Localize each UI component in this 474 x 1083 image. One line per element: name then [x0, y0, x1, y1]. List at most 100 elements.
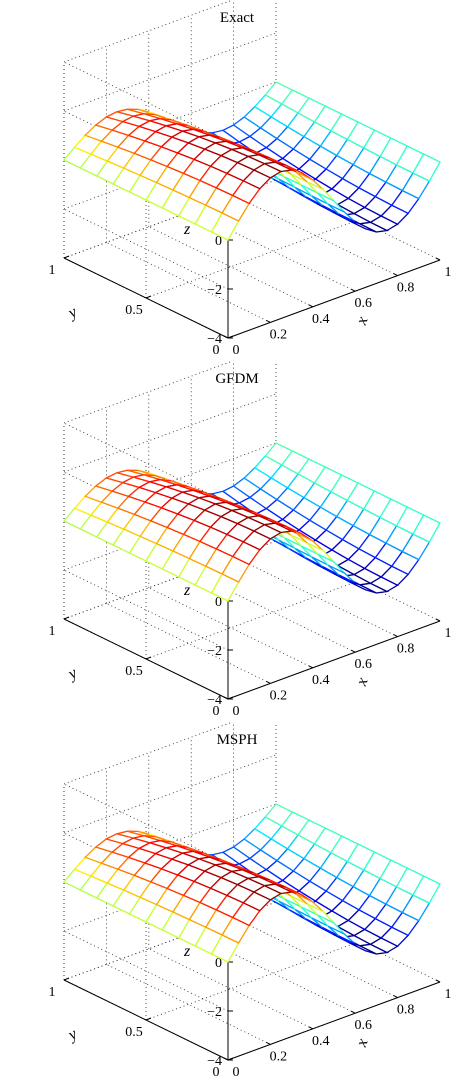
y-tick-mark	[145, 1017, 152, 1021]
x-tick-mark	[350, 1010, 356, 1014]
z-tick-label: −2	[207, 1005, 222, 1020]
x-tick-label: 0.6	[354, 1018, 372, 1033]
x-axis-line	[227, 981, 441, 1061]
gridline	[63, 0, 234, 63]
x-tick-label: 0.4	[312, 312, 330, 327]
x-axis-label: x	[353, 676, 372, 689]
x-axis-label: x	[353, 315, 372, 328]
x-tick-label: 0.8	[397, 281, 415, 296]
x-tick-mark	[435, 979, 441, 983]
gridline	[63, 832, 229, 914]
plot-title: MSPH	[216, 732, 258, 748]
x-tick-mark	[393, 995, 398, 999]
y-tick-label: 1	[49, 985, 56, 1000]
gridline	[63, 393, 277, 473]
gridline	[145, 219, 359, 299]
y-tick-mark	[227, 335, 234, 339]
gridline	[233, 195, 398, 276]
z-axis-label: z	[183, 943, 191, 960]
y-tick-label: 0.5	[125, 1025, 143, 1040]
x-tick-mark	[350, 649, 356, 653]
z-axis-label: z	[183, 221, 191, 238]
gridline	[63, 361, 234, 424]
x-tick-label: 0.4	[312, 673, 330, 688]
x-tick-label: 0	[233, 704, 240, 719]
gridline	[63, 754, 277, 834]
gridline	[145, 941, 359, 1021]
gridline	[63, 32, 277, 112]
y-tick-mark	[63, 977, 70, 981]
surface-mesh-cell	[412, 514, 441, 543]
x-tick-label: 0.6	[354, 657, 372, 672]
x-tick-label: 0.2	[270, 688, 288, 703]
y-tick-label: 1	[49, 624, 56, 639]
x-tick-mark	[350, 288, 356, 292]
gridline	[63, 471, 229, 553]
y-tick-label: 0.5	[125, 303, 143, 318]
x-tick-mark	[393, 273, 398, 277]
x-tick-label: 0	[233, 343, 240, 358]
x-axis-line	[227, 620, 441, 700]
x-tick-mark	[308, 1026, 314, 1030]
x-tick-mark	[223, 1057, 229, 1061]
gridline	[233, 917, 398, 998]
x-tick-label: 0.8	[397, 1003, 415, 1018]
z-tick-label: −4	[207, 693, 222, 708]
x-tick-label: 0.8	[397, 642, 415, 657]
gridline	[63, 783, 229, 865]
z-tick-label: −2	[207, 644, 222, 659]
gridline	[63, 422, 229, 504]
x-tick-label: 0	[233, 1065, 240, 1080]
y-tick-label: 0	[213, 343, 220, 358]
z-tick-label: 0	[215, 956, 222, 971]
y-tick-label: 0.5	[125, 664, 143, 679]
z-tick-label: −2	[207, 283, 222, 298]
gridline	[106, 242, 271, 323]
gridline	[233, 556, 398, 637]
gridline	[63, 930, 229, 1012]
x-tick-label: 0.6	[354, 296, 372, 311]
x-tick-mark	[308, 665, 314, 669]
x-tick-label: 0.2	[270, 327, 288, 342]
z-tick-label: −4	[207, 332, 222, 347]
x-tick-mark	[266, 680, 271, 684]
x-tick-label: 1	[445, 265, 452, 280]
y-tick-mark	[63, 255, 70, 259]
x-tick-mark	[266, 1041, 271, 1045]
y-axis-label: y	[64, 1025, 81, 1045]
gridline	[148, 587, 313, 669]
gridline	[63, 208, 229, 290]
plot-title: Exact	[219, 10, 255, 26]
x-axis-line	[227, 259, 441, 339]
y-tick-mark	[227, 1057, 234, 1061]
x-tick-mark	[308, 304, 314, 308]
x-tick-mark	[223, 335, 229, 339]
gridline	[148, 948, 313, 1030]
z-tick-label: −4	[207, 1054, 222, 1069]
x-tick-label: 0.4	[312, 1034, 330, 1049]
y-axis-label: y	[64, 303, 81, 323]
y-tick-mark	[145, 656, 152, 660]
gridline	[63, 110, 229, 192]
x-tick-mark	[435, 257, 441, 261]
y-tick-mark	[227, 696, 234, 700]
x-tick-mark	[223, 696, 229, 700]
y-tick-label: 0	[213, 1065, 220, 1080]
gridline	[145, 580, 359, 660]
plot-title: GFDM	[215, 371, 259, 387]
y-tick-label: 0	[213, 704, 220, 719]
x-tick-mark	[266, 319, 271, 323]
x-tick-label: 1	[445, 987, 452, 1002]
surface-mesh-cell	[412, 153, 441, 182]
gridline	[106, 964, 271, 1045]
x-tick-label: 0.2	[270, 1049, 288, 1064]
x-tick-mark	[435, 618, 441, 622]
y-tick-mark	[145, 295, 152, 299]
gridline	[63, 722, 234, 785]
gridline	[106, 603, 271, 684]
